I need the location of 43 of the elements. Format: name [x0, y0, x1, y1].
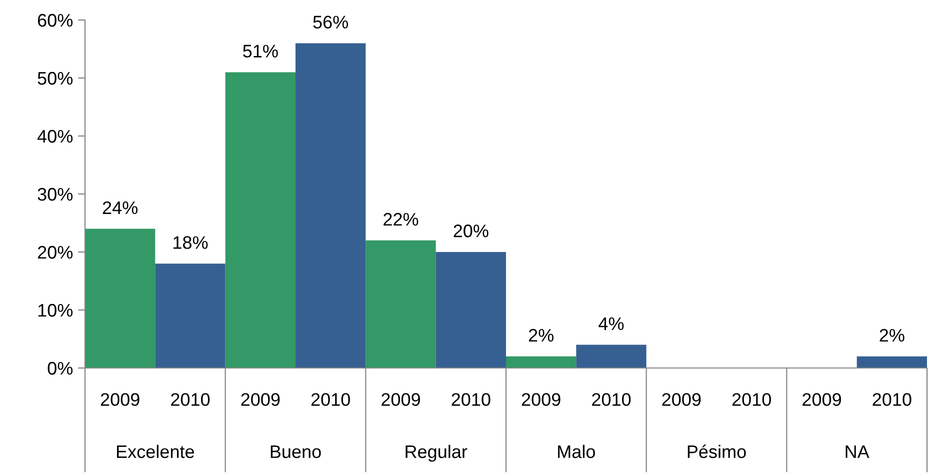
y-tick-label: 30% [38, 188, 73, 201]
text: 2010 [311, 393, 350, 406]
y-tick-label: 0% [48, 362, 73, 375]
text: 2009 [662, 393, 701, 406]
bar [296, 43, 366, 368]
text: 2009 [382, 393, 420, 406]
bar [436, 252, 506, 368]
x-tick-label: NA [846, 446, 870, 458]
data-label: 20% [454, 224, 488, 238]
x-tick-label: Malo [558, 444, 595, 458]
data-label: 18% [174, 236, 208, 249]
y-tick-label: 10% [38, 304, 73, 317]
series-label: 2009 [100, 393, 140, 406]
text: 2010 [452, 393, 490, 406]
data-label: 51% [243, 44, 278, 58]
text: 2010 [872, 393, 912, 406]
y-tick-label: 40% [37, 130, 73, 143]
text: 2010 [732, 393, 771, 406]
y-tick-label: 20% [38, 246, 73, 259]
data-label: 22% [384, 212, 418, 226]
bar [85, 228, 156, 368]
data-label: 2% [880, 328, 904, 342]
bar [506, 356, 576, 368]
x-tick-label: Pésimo [688, 444, 746, 458]
x-tick-label: Excelente [117, 444, 194, 458]
series-label: 2010 [171, 393, 210, 406]
data-label: 56% [313, 16, 348, 29]
text: 2009 [522, 393, 560, 406]
y-tick-label: 60% [38, 14, 73, 27]
bar [366, 240, 436, 368]
y-tick-label: 50% [38, 72, 73, 85]
text: 2010 [592, 393, 631, 406]
bar [225, 72, 296, 368]
data-label: 2% [528, 328, 554, 342]
x-tick-label: Regular [406, 444, 468, 462]
x-tick-label: Bueno [270, 446, 321, 458]
bar [576, 344, 646, 368]
bar [856, 356, 927, 368]
data-label: 4% [598, 317, 624, 330]
data-label: 24% [102, 201, 138, 214]
bar [155, 264, 226, 368]
text: 2009 [802, 393, 841, 406]
text: 2009 [241, 393, 280, 406]
